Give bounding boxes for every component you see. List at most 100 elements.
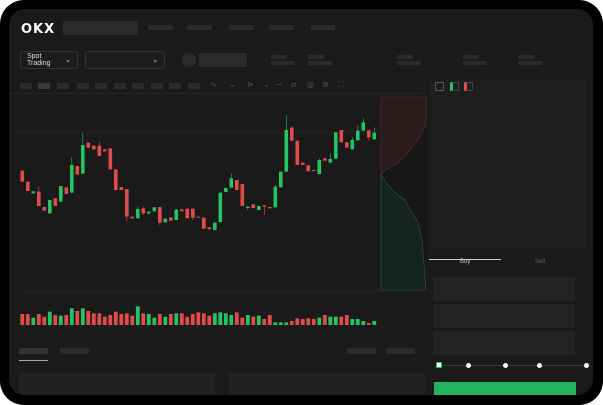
volume-bar — [25, 314, 30, 325]
draw-tool-icon[interactable]: ⊳ — [247, 80, 254, 89]
settings-icon[interactable]: ⊘ — [322, 80, 329, 89]
candle-down — [290, 127, 294, 141]
interval-button[interactable] — [188, 83, 200, 89]
nav-item[interactable] — [148, 25, 173, 30]
interval-button[interactable] — [114, 83, 126, 89]
volume-bar — [135, 306, 140, 325]
nav-item[interactable] — [311, 25, 335, 30]
stat-value — [271, 61, 295, 65]
candle-up — [147, 211, 151, 214]
interval-button[interactable] — [57, 83, 69, 89]
volume-bar — [179, 313, 184, 325]
candle-up — [70, 165, 74, 193]
candle-up — [361, 122, 366, 131]
candle-down — [125, 189, 129, 217]
stat-label — [397, 55, 413, 59]
nav-item[interactable] — [229, 25, 254, 30]
tab-open-orders[interactable] — [19, 348, 48, 354]
indicator-icon[interactable]: ∿ — [210, 80, 217, 89]
market-type-select[interactable]: Spot Trading ⌄ — [20, 51, 78, 69]
nav-item[interactable] — [187, 25, 212, 30]
volume-bar — [278, 322, 283, 325]
interval-button[interactable] — [95, 83, 107, 89]
order-book — [430, 79, 586, 249]
amount-slider[interactable] — [439, 365, 587, 366]
stat-label — [308, 55, 324, 59]
chevron-down-icon: ⌄ — [65, 57, 71, 64]
camera-icon[interactable]: ◎ — [307, 80, 314, 89]
orderbook-asks-icon[interactable] — [464, 82, 473, 91]
candle-up — [48, 200, 52, 214]
volume-bar — [185, 316, 190, 325]
filter-button[interactable] — [347, 348, 376, 354]
chevron-down-icon[interactable]: ⌄ — [263, 80, 270, 89]
candle-down — [53, 198, 58, 206]
slider-step[interactable] — [584, 363, 589, 368]
volume-bar — [69, 308, 74, 325]
volume-bar — [256, 315, 261, 325]
candle-up — [163, 218, 168, 223]
volume-bar — [212, 313, 217, 325]
candle-up — [328, 159, 333, 163]
candle-up — [218, 192, 223, 222]
volume-bar — [141, 313, 146, 325]
chevron-down-icon[interactable]: ⌄ — [229, 80, 236, 89]
ruler-icon[interactable]: ⧄ — [291, 80, 297, 89]
okx-logo: OKX — [21, 22, 56, 37]
tab-buy[interactable]: Buy — [460, 259, 471, 265]
candle-down — [119, 187, 124, 190]
interval-button[interactable] — [132, 83, 144, 89]
candle-down — [323, 158, 327, 161]
interval-button[interactable] — [77, 83, 89, 89]
volume-bar — [328, 316, 333, 325]
volume-bar — [322, 315, 327, 325]
slider-step[interactable] — [537, 363, 542, 368]
price-input[interactable] — [433, 277, 575, 301]
volume-bar — [355, 319, 360, 325]
candle-down — [207, 227, 212, 230]
interval-button[interactable] — [169, 83, 181, 89]
candle-down — [345, 142, 349, 148]
orderbook-both-icon[interactable] — [435, 82, 444, 91]
candle-down — [64, 187, 69, 194]
divider — [9, 93, 421, 94]
pair-select[interactable]: ⌄ — [85, 51, 165, 69]
search-input[interactable] — [63, 21, 138, 35]
candle-down — [141, 208, 146, 214]
line-icon[interactable]: ∼ — [276, 80, 283, 89]
stat-value — [518, 61, 542, 65]
nav-item[interactable] — [269, 25, 294, 30]
volume-bar — [234, 312, 239, 325]
volume-bar — [86, 311, 91, 325]
amount-input[interactable] — [433, 304, 575, 328]
buy-tab-underline — [429, 259, 501, 260]
slider-handle[interactable] — [436, 362, 442, 368]
volume-bar — [42, 316, 47, 325]
tab-history[interactable] — [60, 348, 89, 354]
orderbook-bids-icon[interactable] — [450, 82, 459, 91]
stat-value — [463, 61, 487, 65]
candle-up — [174, 209, 179, 220]
candle-up — [350, 140, 355, 150]
volume-bar — [289, 321, 294, 325]
slider-step[interactable] — [503, 363, 508, 368]
volume-bar — [190, 314, 195, 325]
interval-button[interactable] — [20, 83, 32, 89]
candle-down — [180, 209, 184, 212]
candle-up — [257, 206, 261, 210]
candle-down — [103, 149, 107, 152]
interval-button[interactable] — [151, 83, 163, 89]
total-input[interactable] — [433, 331, 575, 355]
volume-bar — [152, 317, 157, 325]
tab-sell[interactable]: Sell — [535, 259, 546, 265]
buy-button[interactable] — [434, 382, 576, 395]
candle-down — [185, 208, 190, 219]
fullscreen-icon[interactable]: ⛶ — [338, 80, 344, 89]
volume-bar — [20, 314, 25, 325]
interval-button-active[interactable] — [38, 83, 50, 89]
volume-bar — [372, 321, 377, 325]
volume-bar — [339, 316, 344, 325]
volume-bar — [240, 317, 245, 325]
slider-step[interactable] — [466, 363, 471, 368]
filter-button[interactable] — [386, 348, 415, 354]
